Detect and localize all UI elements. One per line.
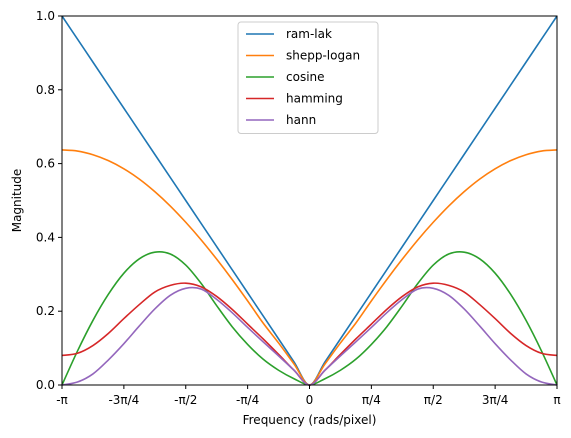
- x-tick-label: π/2: [424, 393, 443, 407]
- y-tick-label: 0.8: [36, 83, 55, 97]
- y-tick-label: 0.0: [36, 378, 55, 392]
- legend-label-hann: hann: [286, 113, 316, 127]
- x-tick-label: 0: [306, 393, 314, 407]
- legend: ram-lak shepp-logan cosine hamming hann: [237, 21, 379, 134]
- legend-label-hamming: hamming: [286, 92, 343, 106]
- y-tick-label: 0.6: [36, 157, 55, 171]
- x-tick-label: -π: [56, 393, 68, 407]
- legend-label-ram-lak: ram-lak: [286, 27, 332, 41]
- legend-label-cosine: cosine: [286, 70, 325, 84]
- x-tick-label: 3π/4: [482, 393, 509, 407]
- y-tick-label: 0.4: [36, 230, 55, 244]
- x-axis-ticks: -π -3π/4 -π/2 -π/4 0 π/4 π/2 3π/4 π: [56, 385, 561, 407]
- y-tick-label: 1.0: [36, 9, 55, 23]
- legend-box: [237, 21, 379, 134]
- y-tick-label: 0.2: [36, 304, 55, 318]
- x-tick-label: π: [553, 393, 560, 407]
- x-tick-label: π/4: [362, 393, 381, 407]
- y-axis-label: Magnitude: [10, 169, 24, 233]
- x-tick-label: -3π/4: [108, 393, 139, 407]
- x-tick-label: -π/2: [174, 393, 197, 407]
- x-axis-label: Frequency (rads/pixel): [243, 413, 377, 427]
- y-axis-ticks: 0.0 0.2 0.4 0.6 0.8 1.0: [36, 9, 62, 392]
- legend-label-shepp-logan: shepp-logan: [286, 49, 360, 63]
- x-tick-label: -π/4: [236, 393, 259, 407]
